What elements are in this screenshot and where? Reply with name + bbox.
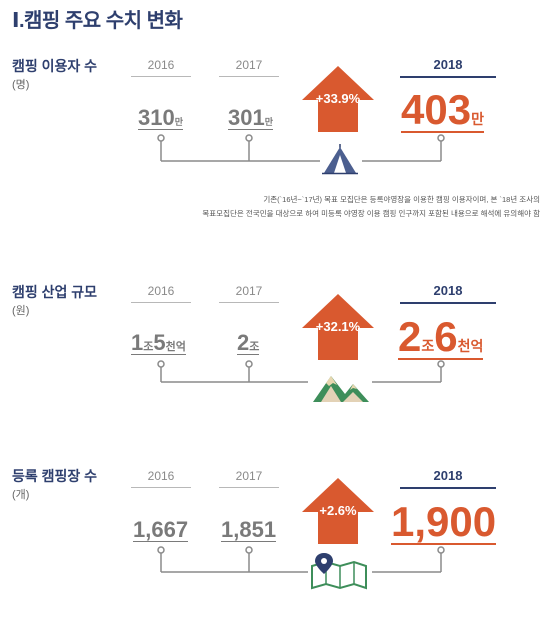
footnote-line-2: 목표모집단은 전국민을 대상으로 하여 미등록 야영장 이용 캠핑 인구까지 포… <box>202 209 540 219</box>
mountain-icon <box>313 376 369 402</box>
section-registered-campsites: 등록 캠핑장 수 (개) 2016 2017 2018 1,667 1,851 … <box>0 466 547 606</box>
connector-lines <box>157 134 445 162</box>
connector-lines <box>157 360 445 383</box>
value-2018: 2조6천억 <box>398 313 484 360</box>
footnote-line-1: 기존(`16년~`17년) 목표 모집단은 등록야영장을 이용한 캠핑 이용자이… <box>263 195 540 204</box>
connector-lines <box>157 546 445 573</box>
year-2016: 2016 <box>131 284 191 303</box>
page-title: Ⅰ.캠핑 주요 수치 변화 <box>12 10 183 32</box>
increase-arrow: +2.6% <box>302 478 374 544</box>
year-2017: 2017 <box>219 469 279 488</box>
year-2017: 2017 <box>219 284 279 303</box>
tent-icon <box>322 144 358 175</box>
year-2017: 2017 <box>219 58 279 77</box>
up-arrow-icon <box>302 478 374 544</box>
up-arrow-icon <box>302 66 374 132</box>
increase-arrow: +33.9% <box>302 66 374 132</box>
year-2016: 2016 <box>131 58 191 77</box>
change-percent: +33.9% <box>315 91 361 106</box>
year-2018: 2018 <box>400 468 496 489</box>
section-industry-size: 캠핑 산업 규모 (원) 2016 2017 2018 1조5천억 2조 2조6… <box>0 282 547 412</box>
section-unit: (개) <box>12 489 30 501</box>
section-label: 캠핑 산업 규모 <box>12 284 98 300</box>
year-2018: 2018 <box>400 283 496 304</box>
increase-arrow: +32.1% <box>302 294 374 360</box>
value-2016: 310만 <box>138 105 183 130</box>
section-label: 등록 캠핑장 수 <box>12 468 98 484</box>
value-2017: 2조 <box>237 330 260 355</box>
change-percent: +2.6% <box>319 503 357 518</box>
section-unit: (원) <box>12 305 30 317</box>
year-2018: 2018 <box>400 57 496 78</box>
value-2017: 301만 <box>228 105 273 130</box>
section-camping-users: 캠핑 이용자 수 (명) 2016 2017 2018 310만 301만 40… <box>0 56 547 231</box>
value-2018: 1,900 <box>391 498 497 545</box>
value-2017: 1,851 <box>221 517 277 542</box>
year-2016: 2016 <box>131 469 191 488</box>
section-unit: (명) <box>12 79 30 91</box>
value-2016: 1,667 <box>133 517 189 542</box>
value-2016: 1조5천억 <box>131 330 186 355</box>
change-percent: +32.1% <box>315 319 361 334</box>
footnote: 기존(`16년~`17년) 목표 모집단은 등록야영장을 이용한 캠핑 이용자이… <box>155 193 540 222</box>
section-label: 캠핑 이용자 수 <box>12 58 98 74</box>
up-arrow-icon <box>302 294 374 360</box>
map-pin-icon <box>311 553 367 590</box>
value-2018: 403만 <box>401 86 484 133</box>
